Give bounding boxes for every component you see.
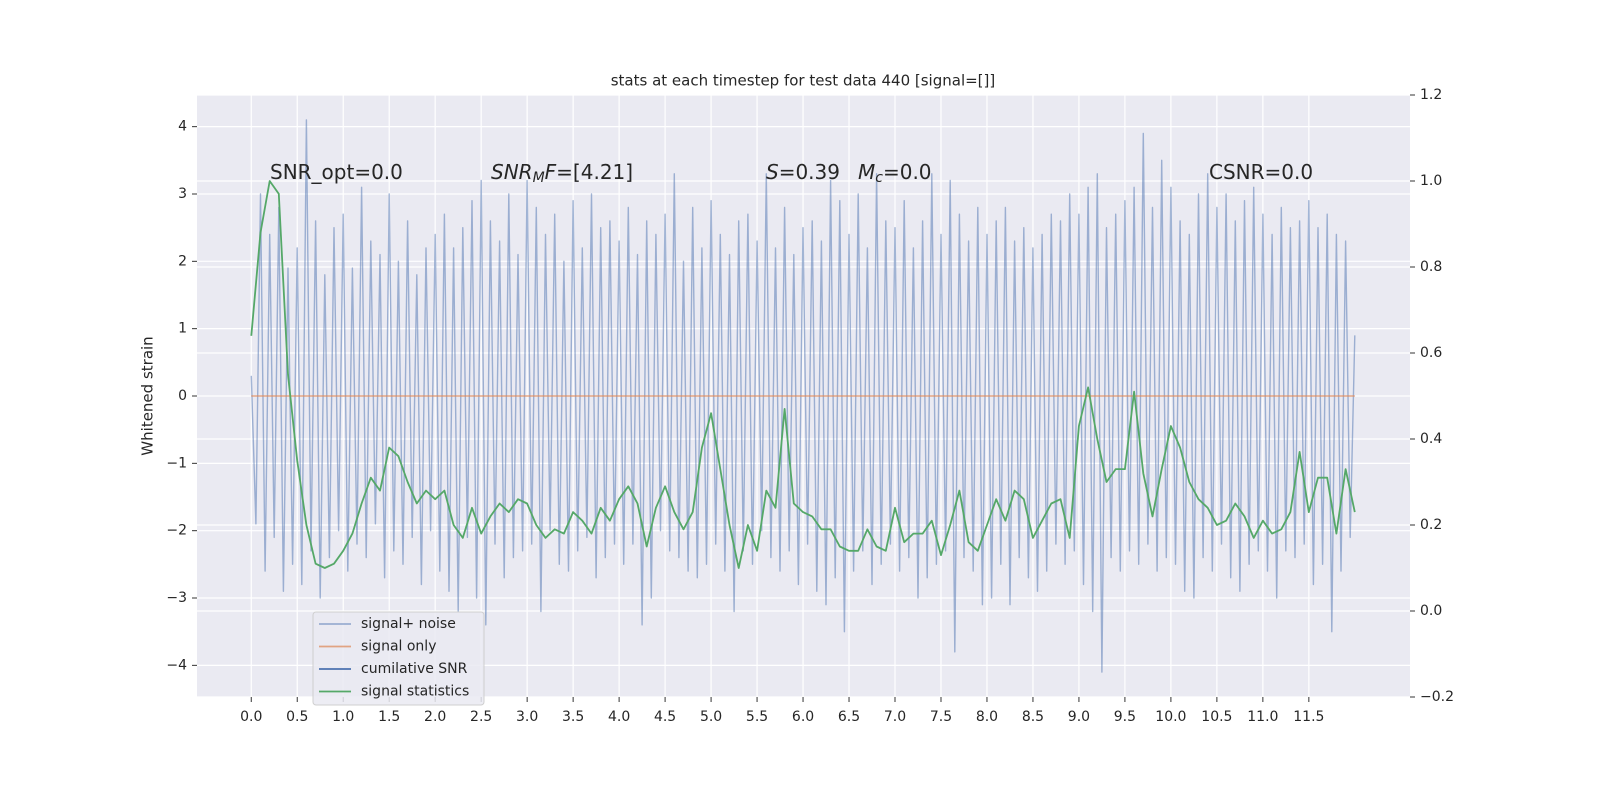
y-tick-label: 3 [178, 186, 187, 202]
annotation: SNRMF=[4.21] [491, 160, 633, 187]
annotation-part: M [858, 160, 875, 184]
x-tick-label: 10.0 [1155, 709, 1186, 725]
y-tick-label: −2 [166, 523, 187, 539]
x-tick-label: 11.5 [1293, 709, 1324, 725]
y-tick-label: 1 [178, 321, 187, 337]
y2-tick-label: 0.4 [1420, 431, 1442, 447]
annotation-part: S [766, 160, 779, 184]
y-tick-label: 4 [178, 119, 187, 135]
annotation: S=0.39 [766, 160, 840, 184]
x-tick-label: 0.5 [286, 709, 308, 725]
y-tick-label: 2 [178, 253, 187, 269]
y-tick-label: −3 [166, 590, 187, 606]
x-tick-label: 6.0 [792, 709, 814, 725]
y-tick-label: −4 [166, 657, 187, 673]
x-tick-label: 1.0 [332, 709, 354, 725]
y2-tick-label: −0.2 [1420, 689, 1454, 705]
annotation-part: M [533, 170, 545, 186]
annotation-part: SNR [491, 160, 533, 184]
legend-label: signal+ noise [361, 616, 456, 632]
x-tick-label: 7.5 [930, 709, 952, 725]
annotation: CSNR=0.0 [1209, 160, 1313, 184]
annotation-part: =0.0 [883, 160, 932, 184]
x-tick-label: 4.0 [608, 709, 630, 725]
legend-box [312, 611, 485, 706]
y2-tick-label: 0.2 [1420, 517, 1442, 533]
x-tick-label: 4.5 [654, 709, 676, 725]
axes: 0.0 0.5 1.0 1.5 2.0 2.5 3.0 3.5 4.0 4.5 5.0 5.5 6.0 6… [166, 87, 1454, 725]
x-tick-label: 9.0 [1068, 709, 1090, 725]
annotation-part: c [875, 170, 883, 186]
annotation-part: SNR_opt=0.0 [270, 160, 403, 184]
x-tick-label: 9.5 [1114, 709, 1136, 725]
x-tick-label: 11.0 [1247, 709, 1278, 725]
x-tick-label: 7.0 [884, 709, 906, 725]
annotation-part: CSNR=0.0 [1209, 160, 1313, 184]
x-tick-label: 6.5 [838, 709, 860, 725]
x-tick-label: 8.0 [976, 709, 998, 725]
x-tick-label: 1.5 [378, 709, 400, 725]
annotation: SNR_opt=0.0 [270, 160, 403, 184]
annotation-part: F [545, 160, 557, 184]
x-tick-label: 5.0 [700, 709, 722, 725]
series-line [250, 180, 1356, 569]
y-tick-label: 0 [178, 388, 187, 404]
y2-tick-label: 1.2 [1420, 87, 1442, 103]
y-tick-label: −1 [166, 455, 187, 471]
y2-tick-label: 0.8 [1420, 259, 1442, 275]
chart-title: stats at each timestep for test data 440… [611, 72, 996, 90]
series-line [250, 119, 1356, 673]
annotation: Mc=0.0 [858, 160, 932, 187]
x-tick-label: 8.5 [1022, 709, 1044, 725]
y2-tick-label: 0.6 [1420, 345, 1442, 361]
x-tick-label: 0.0 [240, 709, 262, 725]
x-tick-label: 3.0 [516, 709, 538, 725]
y2-tick-label: 0.0 [1420, 603, 1442, 619]
legend-label: cumilative SNR [361, 661, 468, 677]
annotation-part: =[4.21] [556, 160, 633, 184]
x-tick-label: 5.5 [746, 709, 768, 725]
legend-label: signal statistics [361, 684, 469, 700]
annotation-part: =0.39 [779, 160, 840, 184]
x-tick-label: 2.0 [424, 709, 446, 725]
x-tick-label: 2.5 [470, 709, 492, 725]
y2-tick-label: 1.0 [1420, 173, 1442, 189]
legend-label: signal only [361, 639, 436, 655]
marks [250, 119, 1356, 673]
y-axis-label: Whitened strain [139, 336, 157, 455]
x-tick-label: 3.5 [562, 709, 584, 725]
x-tick-label: 10.5 [1201, 709, 1232, 725]
